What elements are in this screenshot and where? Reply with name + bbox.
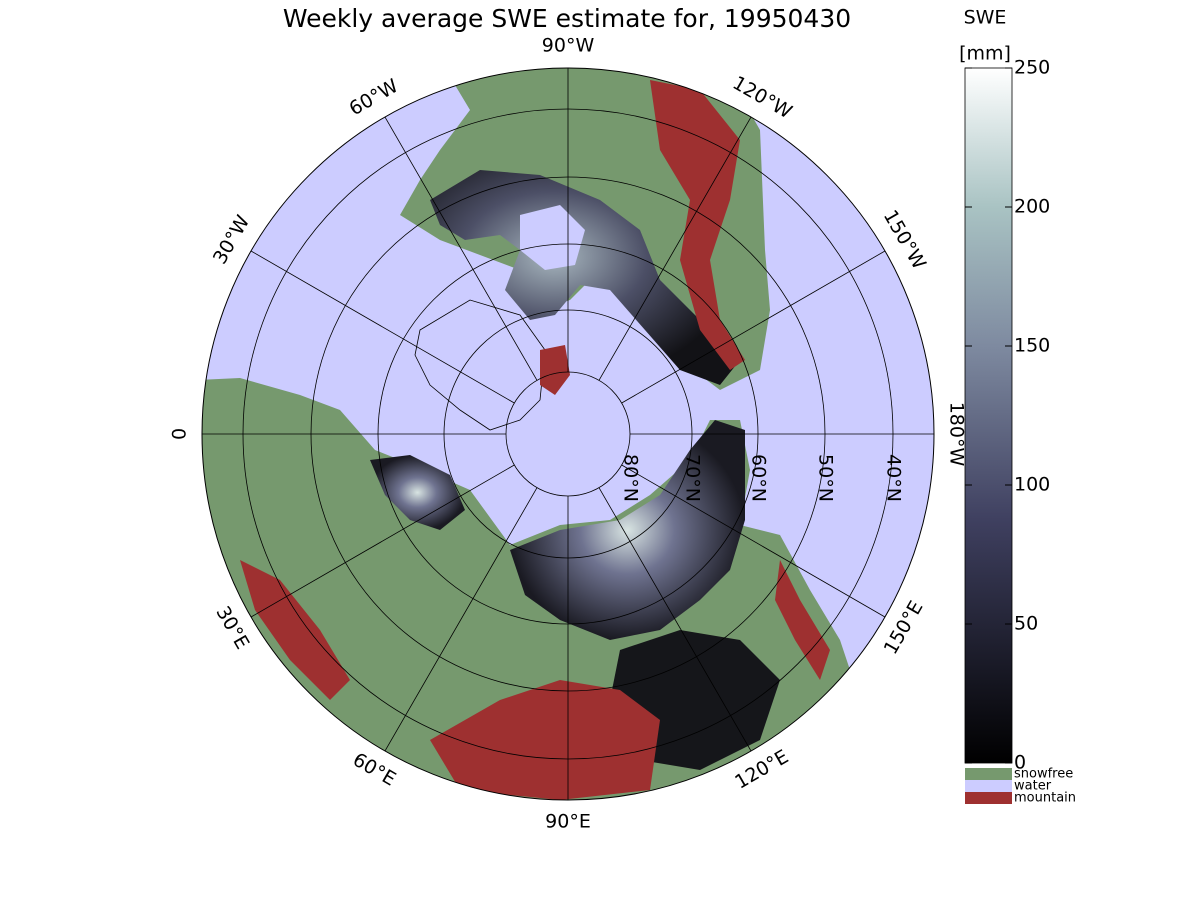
- colorbar-tick-label: 150: [1014, 335, 1050, 357]
- mountain-rockies: [650, 80, 745, 370]
- longitude-label: 90°W: [542, 35, 595, 57]
- meridian: [250, 464, 515, 618]
- colorbar-tick-label: 0: [1014, 752, 1026, 774]
- meridian: [598, 116, 752, 381]
- latitude-label: 70°N: [682, 454, 704, 502]
- legend-label: water: [1014, 779, 1052, 794]
- latitude-label: 60°N: [748, 454, 770, 502]
- latitude-label: 80°N: [620, 454, 642, 502]
- longitude-label: 90°E: [545, 811, 591, 833]
- meridian: [598, 487, 752, 752]
- snow-north-america: [430, 170, 740, 385]
- colorbar-tick-label: 50: [1014, 613, 1038, 635]
- map-border: [201, 67, 935, 801]
- graticule: [202, 68, 934, 800]
- legend-swatch: [965, 792, 1012, 804]
- longitude-label: 180°W: [946, 402, 968, 467]
- greenland: [414, 299, 546, 431]
- mountain-greenland-coast: [540, 345, 570, 395]
- legend-label: mountain: [1014, 791, 1076, 806]
- latitude-label: 50°N: [815, 454, 837, 502]
- colorbar-unit: [mm]: [959, 43, 1011, 65]
- colorbar-gradient: [964, 67, 1013, 764]
- legend-swatch: [965, 768, 1012, 780]
- meridian: [250, 250, 515, 404]
- colorbar-tick-label: 250: [1014, 57, 1050, 79]
- mountain-europe: [240, 560, 350, 700]
- snow-scandinavia: [370, 455, 465, 530]
- polar-map: [201, 67, 935, 801]
- meridian: [384, 487, 538, 752]
- meridian: [621, 250, 886, 404]
- colorbar-tick-label: 100: [1014, 474, 1050, 496]
- colorbar-tick-label: 200: [1014, 196, 1050, 218]
- longitude-label: 0: [169, 428, 191, 440]
- mountain-asia: [430, 680, 660, 800]
- colorbar: SWE [mm]: [959, 7, 1013, 764]
- latitude-label: 40°N: [883, 454, 905, 502]
- title: Weekly average SWE estimate for, 1995043…: [283, 4, 851, 33]
- mountain-east-asia: [775, 560, 830, 680]
- meridian: [621, 464, 886, 618]
- colorbar-title: SWE: [964, 7, 1007, 29]
- snow-hudson: [520, 205, 585, 270]
- snow-siberia: [510, 420, 745, 640]
- meridian: [384, 116, 538, 381]
- legend-swatch: [965, 780, 1012, 792]
- legend-label: snowfree: [1014, 767, 1073, 782]
